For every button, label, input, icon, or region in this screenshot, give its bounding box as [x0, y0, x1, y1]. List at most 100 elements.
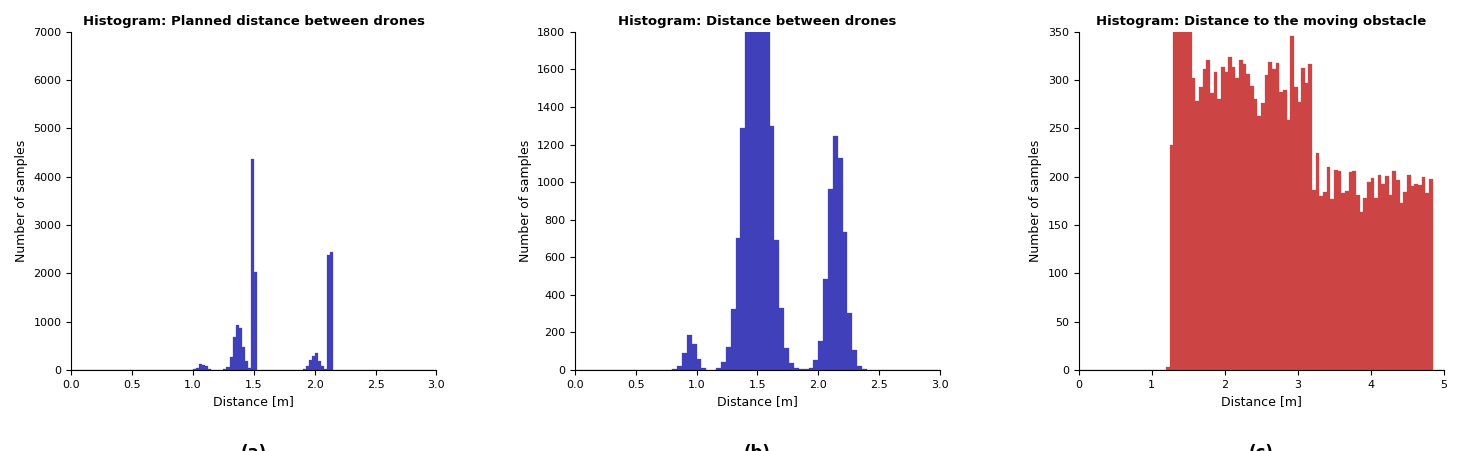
Bar: [857, 365, 863, 370]
Bar: [1240, 60, 1243, 370]
Bar: [251, 159, 254, 370]
Bar: [244, 361, 247, 370]
Bar: [1367, 182, 1370, 370]
Y-axis label: Number of samples: Number of samples: [519, 140, 532, 262]
Bar: [1348, 172, 1352, 370]
Bar: [1326, 167, 1330, 370]
Bar: [1341, 193, 1345, 370]
Bar: [721, 362, 725, 370]
Bar: [327, 255, 330, 370]
Bar: [1250, 86, 1254, 370]
Bar: [1316, 152, 1319, 370]
Bar: [205, 366, 208, 370]
Bar: [725, 347, 731, 370]
Text: (b): (b): [744, 444, 770, 451]
Bar: [330, 253, 333, 370]
Bar: [224, 369, 227, 370]
Bar: [241, 347, 244, 370]
Bar: [819, 341, 823, 370]
Bar: [838, 158, 842, 370]
Text: (c): (c): [1249, 444, 1273, 451]
Bar: [794, 368, 798, 370]
Bar: [306, 367, 308, 370]
Bar: [1254, 99, 1257, 370]
Bar: [760, 0, 765, 370]
X-axis label: Distance [m]: Distance [m]: [1221, 395, 1301, 408]
Bar: [254, 272, 257, 370]
Bar: [1352, 171, 1355, 370]
Bar: [314, 353, 317, 370]
Bar: [1389, 195, 1392, 370]
Bar: [1360, 212, 1363, 370]
Bar: [1370, 178, 1374, 370]
Bar: [702, 368, 706, 370]
Bar: [1287, 120, 1291, 370]
Bar: [677, 366, 683, 370]
Bar: [1421, 177, 1425, 370]
Bar: [1298, 102, 1301, 370]
Bar: [1319, 196, 1323, 370]
Bar: [1385, 176, 1389, 370]
Bar: [1221, 67, 1225, 370]
Bar: [1174, 9, 1177, 370]
Bar: [1192, 78, 1196, 370]
Bar: [1213, 73, 1218, 370]
Bar: [1177, 0, 1181, 370]
Bar: [848, 313, 852, 370]
Bar: [775, 240, 779, 370]
Bar: [1276, 63, 1279, 370]
Bar: [1189, 0, 1192, 370]
Bar: [673, 369, 677, 370]
Bar: [765, 0, 769, 370]
Bar: [303, 369, 306, 370]
Bar: [1382, 184, 1385, 370]
Bar: [1392, 171, 1396, 370]
Bar: [308, 360, 311, 370]
Bar: [1225, 73, 1228, 370]
X-axis label: Distance [m]: Distance [m]: [213, 395, 294, 408]
Bar: [1243, 64, 1247, 370]
X-axis label: Distance [m]: Distance [m]: [716, 395, 798, 408]
Bar: [235, 325, 238, 370]
Bar: [1377, 175, 1382, 370]
Bar: [317, 361, 320, 370]
Bar: [789, 363, 794, 370]
Bar: [827, 189, 833, 370]
Bar: [1404, 192, 1406, 370]
Bar: [1330, 199, 1333, 370]
Bar: [1269, 62, 1272, 370]
Bar: [1345, 191, 1348, 370]
Bar: [1428, 179, 1433, 370]
Title: Histogram: Distance to the moving obstacle: Histogram: Distance to the moving obstac…: [1096, 15, 1425, 28]
Bar: [1363, 198, 1367, 370]
Bar: [202, 365, 205, 370]
Bar: [1411, 186, 1414, 370]
Bar: [1291, 36, 1294, 370]
Bar: [1232, 67, 1235, 370]
Bar: [1355, 195, 1360, 370]
Bar: [746, 0, 750, 370]
Bar: [731, 309, 735, 370]
Text: (a): (a): [241, 444, 268, 451]
Bar: [750, 0, 754, 370]
Bar: [1218, 99, 1221, 370]
Bar: [696, 359, 702, 370]
Bar: [323, 369, 327, 370]
Bar: [1228, 57, 1232, 370]
Bar: [852, 350, 857, 370]
Bar: [1235, 78, 1240, 370]
Bar: [1170, 145, 1174, 370]
Bar: [230, 357, 232, 370]
Bar: [716, 368, 721, 370]
Bar: [232, 337, 235, 370]
Bar: [1184, 0, 1189, 370]
Bar: [784, 348, 789, 370]
Bar: [247, 368, 251, 370]
Bar: [1333, 170, 1338, 370]
Bar: [740, 128, 746, 370]
Bar: [1284, 90, 1287, 370]
Bar: [833, 136, 838, 370]
Bar: [1301, 68, 1304, 370]
Bar: [1272, 69, 1276, 370]
Bar: [813, 360, 819, 370]
